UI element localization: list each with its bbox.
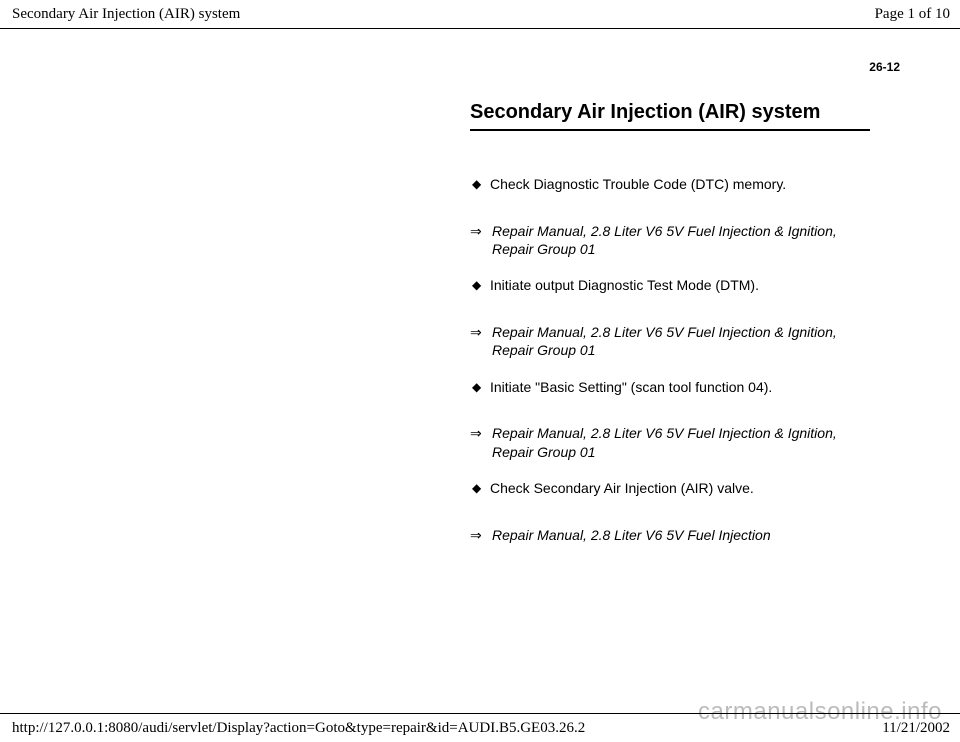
step-text: Check Diagnostic Trouble Code (DTC) memo…: [490, 175, 870, 194]
page-header: Secondary Air Injection (AIR) system Pag…: [0, 0, 960, 29]
content-column: ◆ Check Diagnostic Trouble Code (DTC) me…: [470, 175, 870, 544]
arrow-icon: ⇒: [470, 222, 492, 240]
reference-item: ⇒ Repair Manual, 2.8 Liter V6 5V Fuel In…: [470, 526, 870, 544]
reference-text: Repair Manual, 2.8 Liter V6 5V Fuel Inje…: [492, 323, 870, 359]
arrow-icon: ⇒: [470, 424, 492, 442]
footer-date: 11/21/2002: [882, 720, 950, 737]
step-item: ◆ Initiate "Basic Setting" (scan tool fu…: [470, 378, 870, 397]
diamond-icon: ◆: [470, 276, 490, 294]
page-footer: http://127.0.0.1:8080/audi/servlet/Displ…: [0, 713, 960, 742]
step-text: Initiate "Basic Setting" (scan tool func…: [490, 378, 870, 397]
reference-text: Repair Manual, 2.8 Liter V6 5V Fuel Inje…: [492, 526, 870, 544]
page-number-top: 26-12: [869, 60, 900, 74]
page-title: Secondary Air Injection (AIR) system: [470, 100, 870, 131]
diamond-icon: ◆: [470, 378, 490, 396]
header-page-indicator: Page 1 of 10: [875, 6, 950, 23]
step-text: Initiate output Diagnostic Test Mode (DT…: [490, 276, 870, 295]
reference-text: Repair Manual, 2.8 Liter V6 5V Fuel Inje…: [492, 222, 870, 258]
step-item: ◆ Check Secondary Air Injection (AIR) va…: [470, 479, 870, 498]
document-page: Secondary Air Injection (AIR) system Pag…: [0, 0, 960, 742]
step-item: ◆ Check Diagnostic Trouble Code (DTC) me…: [470, 175, 870, 194]
reference-text: Repair Manual, 2.8 Liter V6 5V Fuel Inje…: [492, 424, 870, 460]
arrow-icon: ⇒: [470, 526, 492, 544]
step-text: Check Secondary Air Injection (AIR) valv…: [490, 479, 870, 498]
diamond-icon: ◆: [470, 175, 490, 193]
reference-item: ⇒ Repair Manual, 2.8 Liter V6 5V Fuel In…: [470, 323, 870, 359]
footer-url: http://127.0.0.1:8080/audi/servlet/Displ…: [12, 720, 585, 737]
diamond-icon: ◆: [470, 479, 490, 497]
reference-item: ⇒ Repair Manual, 2.8 Liter V6 5V Fuel In…: [470, 424, 870, 460]
arrow-icon: ⇒: [470, 323, 492, 341]
reference-item: ⇒ Repair Manual, 2.8 Liter V6 5V Fuel In…: [470, 222, 870, 258]
step-item: ◆ Initiate output Diagnostic Test Mode (…: [470, 276, 870, 295]
header-title: Secondary Air Injection (AIR) system: [12, 6, 240, 23]
